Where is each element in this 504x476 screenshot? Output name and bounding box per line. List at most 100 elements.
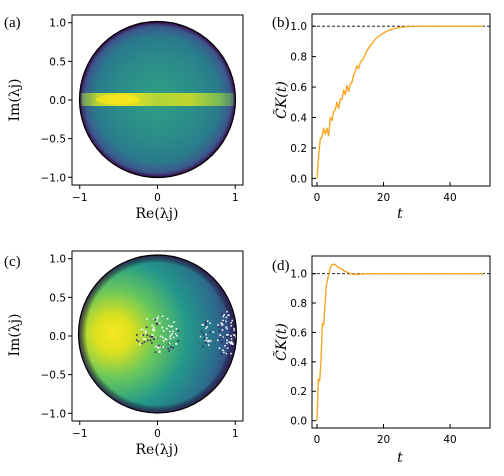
density-speckle xyxy=(222,319,224,322)
y-tick-label: 0.0 xyxy=(49,95,66,107)
density-speckle xyxy=(205,339,207,342)
y-tick-label: 0.5 xyxy=(49,56,66,68)
density-speckle xyxy=(230,338,233,340)
density-speckle xyxy=(220,353,222,356)
density-speckle xyxy=(226,347,229,349)
density-speckle xyxy=(221,324,223,327)
density-speckle xyxy=(156,317,159,320)
density-speckle xyxy=(158,344,161,347)
density-speckle xyxy=(147,339,149,342)
density-speckle xyxy=(209,322,211,325)
density-speckle xyxy=(205,323,207,325)
density-speckle xyxy=(149,335,151,337)
density-speckle xyxy=(225,326,228,328)
density-speckle xyxy=(226,310,228,313)
panel-c-label: (c) xyxy=(4,254,21,270)
density-speckle xyxy=(142,328,145,331)
density-speckle xyxy=(226,335,228,337)
y-tick-label: 0.0 xyxy=(290,173,307,185)
density-speckle xyxy=(174,333,177,335)
panel-a-unit-circle xyxy=(78,20,237,179)
panel-c: (c) −1 0 1 −1.0 −0.5 0.0 0.5 1.0 Re(λj) Im(λj) xyxy=(4,250,244,458)
density-speckle xyxy=(152,329,155,332)
x-tick-label: 1 xyxy=(232,192,239,204)
panel-a-ticks: −1 0 1 −1.0 −0.5 0.0 0.5 1.0 xyxy=(41,18,239,204)
density-speckle xyxy=(234,329,237,332)
y-tick-label: −1.0 xyxy=(41,408,67,420)
density-speckle xyxy=(156,346,159,349)
y-tick-label: 0.8 xyxy=(290,298,307,310)
density-speckle xyxy=(153,338,155,340)
density-speckle xyxy=(144,338,147,341)
panel-d-xlabel: t xyxy=(397,450,403,466)
panel-c-ticks: −1 0 1 −1.0 −0.5 0.0 0.5 1.0 xyxy=(41,254,239,440)
density-speckle xyxy=(161,336,164,339)
y-tick-label: −0.5 xyxy=(41,370,67,382)
density-speckle xyxy=(149,339,152,342)
panel-a-ylabel: Im(λj) xyxy=(7,79,23,122)
density-speckle xyxy=(229,342,232,344)
density-speckle xyxy=(226,336,229,338)
x-tick-label: −1 xyxy=(72,428,87,440)
y-tick-label: 0.2 xyxy=(290,143,307,155)
density-speckle xyxy=(229,345,232,348)
density-speckle xyxy=(175,328,178,330)
x-tick-label: 0 xyxy=(314,192,321,204)
density-speckle xyxy=(222,329,225,332)
density-speckle xyxy=(223,321,225,323)
panel-b-plot: 0 20 40 0.0 0.2 0.4 0.6 0.8 1.0 xyxy=(290,21,490,204)
density-speckle xyxy=(175,343,178,345)
series-line xyxy=(316,25,484,179)
panel-d: (d) 0 20 40 0.0 0.2 0.4 0.6 0.8 1.0 t C̃K(t) xyxy=(272,255,491,466)
density-speckle xyxy=(140,328,142,331)
y-tick-label: 0.8 xyxy=(290,52,307,64)
density-speckle xyxy=(157,316,159,318)
density-speckle xyxy=(202,324,205,326)
density-speckle xyxy=(162,330,165,332)
panel-c-speckle xyxy=(136,310,237,356)
density-speckle xyxy=(199,335,202,338)
density-speckle xyxy=(205,327,207,330)
density-speckle xyxy=(158,322,161,324)
density-speckle xyxy=(220,322,223,324)
density-speckle xyxy=(167,347,170,350)
density-speckle xyxy=(146,318,148,320)
density-speckle xyxy=(230,335,232,337)
density-speckle xyxy=(231,341,233,344)
density-speckle xyxy=(172,330,174,332)
y-tick-label: 1.0 xyxy=(49,254,66,266)
panel-a-label: (a) xyxy=(4,15,21,31)
panel-c-ylabel: Im(λj) xyxy=(7,314,23,357)
density-speckle xyxy=(151,336,153,338)
y-tick-label: 0.2 xyxy=(290,386,307,398)
density-speckle xyxy=(172,336,175,339)
density-speckle xyxy=(169,330,171,333)
y-tick-label: 0.0 xyxy=(49,331,66,343)
panel-a-density xyxy=(79,21,236,178)
density-speckle xyxy=(165,327,168,330)
density-speckle xyxy=(226,345,228,348)
density-speckle xyxy=(225,320,227,323)
density-speckle xyxy=(162,346,164,348)
x-tick-label: 0 xyxy=(154,428,161,440)
y-tick-label: 0.5 xyxy=(49,292,66,304)
density-speckle xyxy=(225,352,228,355)
density-speckle xyxy=(164,338,167,340)
density-speckle xyxy=(223,351,225,354)
density-speckle xyxy=(151,341,153,344)
density-speckle xyxy=(154,351,157,353)
density-speckle xyxy=(136,339,138,341)
density-speckle xyxy=(140,334,143,337)
density-speckle xyxy=(206,320,209,323)
density-speckle xyxy=(143,341,146,343)
x-tick-label: 20 xyxy=(377,434,390,446)
density-speckle xyxy=(218,330,221,333)
density-speckle xyxy=(212,331,215,333)
density-speckle xyxy=(146,334,149,337)
panel-d-ylabel: C̃K(t) xyxy=(272,323,290,361)
density-speckle xyxy=(172,347,174,349)
panel-b-frame xyxy=(311,13,491,187)
density-speckle xyxy=(225,316,228,319)
